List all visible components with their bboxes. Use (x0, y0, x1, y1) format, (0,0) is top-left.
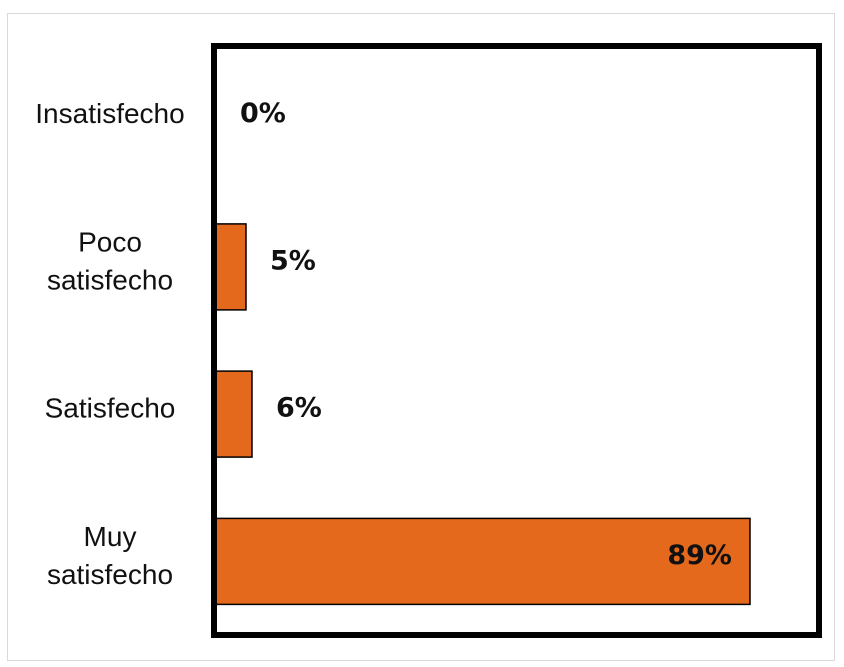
data-label-0: 0% (240, 98, 286, 129)
category-labels: Insatisfecho Poco satisfecho Satisfecho Muy s… (35, 98, 184, 590)
bar-group (215, 223, 751, 606)
plot-area-border (211, 43, 822, 638)
data-label-3: 89% (667, 540, 732, 571)
bar-1 (215, 223, 247, 311)
category-label-0: Insatisfecho (35, 98, 184, 129)
bar-2 (215, 370, 253, 458)
data-label-2: 6% (276, 393, 322, 424)
bar-3 (215, 517, 751, 606)
category-label-1: Poco satisfecho (47, 226, 173, 295)
data-label-1: 5% (270, 245, 316, 276)
category-label-2: Satisfecho (45, 393, 176, 424)
category-label-3: Muy satisfecho (47, 521, 173, 590)
value-labels: 0% 5% 6% 89% (240, 98, 732, 571)
